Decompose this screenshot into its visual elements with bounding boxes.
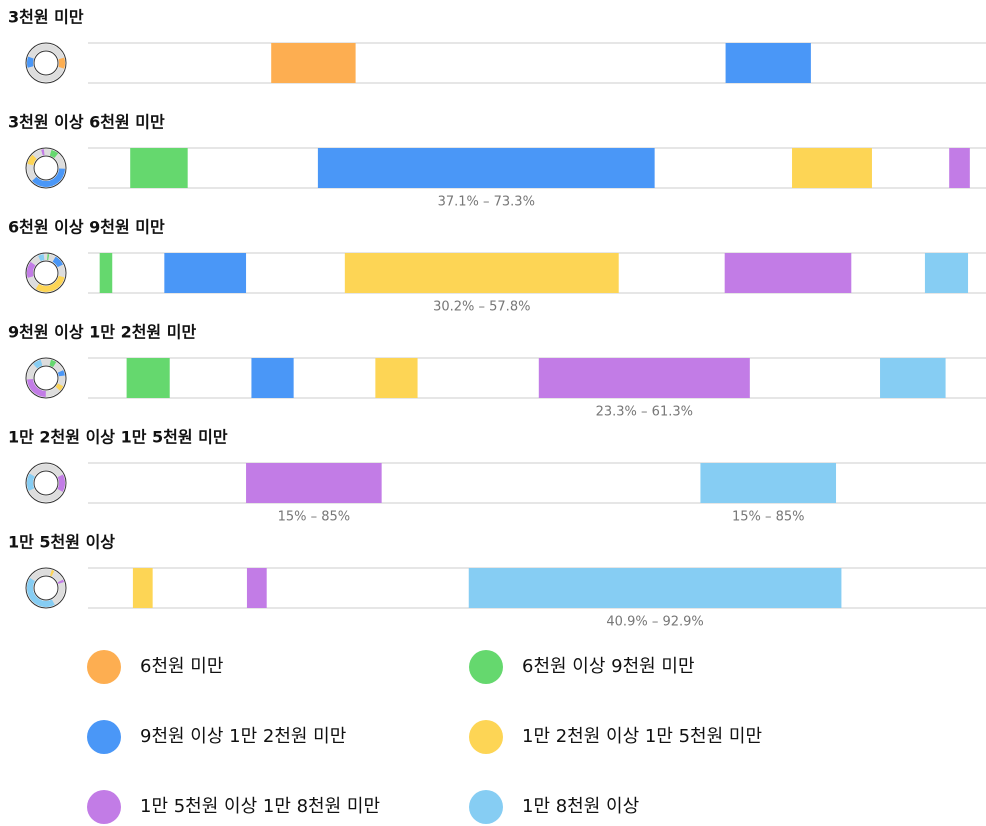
range-bar: [126, 358, 170, 398]
donut-segment: [27, 378, 47, 397]
donut-outline: [25, 357, 67, 399]
row-title: 6천원 이상 9천원 미만: [8, 218, 165, 237]
range-bar: [792, 148, 872, 188]
range-bar: [246, 463, 382, 503]
donut-segment: [27, 473, 35, 491]
donut-outline: [25, 252, 67, 294]
range-bar: [949, 148, 970, 188]
donut-segment: [38, 254, 45, 262]
donut-outline: [33, 50, 59, 76]
legend-swatch: [469, 720, 503, 754]
legend-label: 9천원 이상 1만 2천원 미만: [140, 726, 346, 747]
range-bar: [468, 568, 842, 608]
legend-swatch: [469, 790, 503, 824]
range-bar: [317, 148, 655, 188]
donut-segment: [33, 359, 43, 369]
range-bar: [375, 358, 418, 398]
row-title: 3천원 이상 6천원 미만: [8, 113, 165, 132]
donut-outline: [25, 42, 67, 84]
donut-outline: [33, 470, 59, 496]
range-label: 15% – 85%: [278, 510, 351, 525]
range-bar: [924, 253, 969, 293]
donut-base: [27, 464, 65, 502]
legend-swatch: [87, 650, 121, 684]
legend-label: 1만 2천원 이상 1만 5천원 미만: [522, 726, 762, 747]
row-title: 9천원 이상 1만 2천원 미만: [8, 323, 196, 342]
donut-segment: [57, 474, 65, 492]
range-bar: [251, 358, 294, 398]
donut-outline: [25, 567, 67, 609]
donut-segment: [27, 261, 36, 278]
range-bar: [344, 253, 619, 293]
legend-label: 6천원 미만: [140, 656, 223, 677]
donut-outline: [25, 462, 67, 504]
donut-segment: [27, 56, 34, 68]
legend-label: 6천원 이상 9천원 미만: [522, 656, 695, 677]
donut-outline: [33, 260, 59, 286]
range-label: 23.3% – 61.3%: [596, 405, 693, 420]
range-bar: [880, 358, 946, 398]
legend-label: 1만 5천원 이상 1만 8천원 미만: [140, 796, 380, 817]
donut-outline: [33, 575, 59, 601]
range-bar: [246, 568, 267, 608]
row-title: 1만 5천원 이상: [8, 533, 115, 552]
range-bar: [130, 148, 188, 188]
donut-outline: [33, 155, 59, 181]
donut-segment: [57, 370, 65, 377]
donut-segment: [55, 383, 64, 391]
donut-segment: [27, 154, 37, 166]
donut-segment: [49, 569, 55, 577]
row-title: 3천원 미만: [8, 8, 84, 27]
range-label: 40.9% – 92.9%: [606, 615, 703, 630]
row-title: 1만 2천원 이상 1만 5천원 미만: [8, 428, 228, 447]
donut-segment: [58, 57, 65, 69]
donut-segment: [35, 275, 65, 292]
legend-label: 1만 8천원 이상: [522, 796, 639, 817]
range-label: 15% – 85%: [732, 510, 805, 525]
legend-swatch: [87, 720, 121, 754]
donut-segment: [49, 359, 57, 368]
range-bar: [99, 253, 113, 293]
legend-swatch: [469, 650, 503, 684]
donut-segment: [32, 168, 65, 187]
donut-segment: [52, 256, 63, 268]
range-bar: [724, 253, 852, 293]
donut-base: [27, 44, 65, 82]
range-bar: [700, 463, 837, 503]
donut-segment: [27, 577, 55, 607]
range-bar: [164, 253, 247, 293]
donut-segment: [57, 579, 65, 584]
range-bar: [271, 43, 356, 83]
donut-outline: [33, 365, 59, 391]
range-bar: [132, 568, 153, 608]
legend-swatch: [87, 790, 121, 824]
range-bar: [538, 358, 750, 398]
donut-segment: [49, 149, 59, 159]
range-bar: [725, 43, 811, 83]
donut-outline: [25, 147, 67, 189]
donut-base: [27, 359, 65, 397]
range-label: 30.2% – 57.8%: [433, 300, 530, 315]
range-label: 37.1% – 73.3%: [438, 195, 535, 210]
